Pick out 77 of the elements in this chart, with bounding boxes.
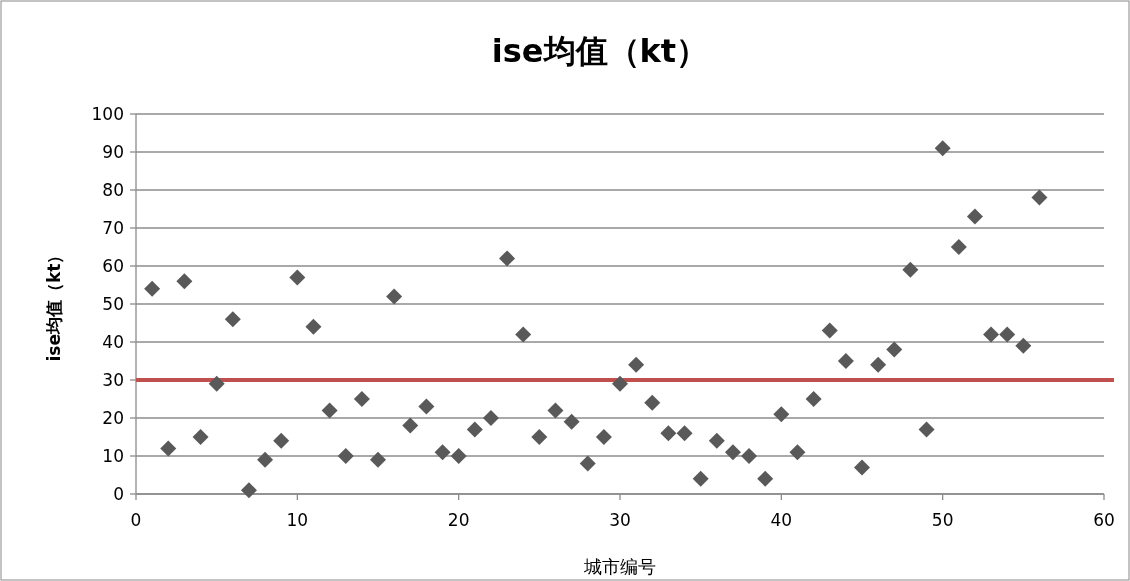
x-tick-label: 0 <box>130 510 142 530</box>
point <box>579 455 596 472</box>
point <box>531 429 548 445</box>
point <box>402 417 419 434</box>
point <box>966 208 983 225</box>
point <box>950 239 967 255</box>
point <box>450 448 467 464</box>
point <box>708 432 725 449</box>
point <box>563 413 580 430</box>
point <box>176 273 193 290</box>
point <box>773 406 790 423</box>
point <box>1015 337 1032 354</box>
point <box>854 459 870 476</box>
point <box>160 440 177 457</box>
y-tick-label: 20 <box>102 408 124 428</box>
point <box>692 470 709 487</box>
point <box>499 250 516 267</box>
x-tick-label: 20 <box>447 510 470 530</box>
y-tick-label: 30 <box>102 370 124 390</box>
point <box>789 444 806 461</box>
x-tick-label: 60 <box>1093 510 1115 530</box>
y-tick-label: 10 <box>102 446 124 466</box>
chart-title: ise均值（kt） <box>491 32 709 70</box>
x-tick-label: 30 <box>609 510 631 530</box>
point <box>837 353 854 369</box>
y-axis-title: ise均值（kt） <box>44 246 64 362</box>
point <box>515 326 532 343</box>
point <box>321 402 338 419</box>
point <box>741 448 758 464</box>
point <box>628 356 645 373</box>
point <box>934 140 951 157</box>
point <box>805 391 822 407</box>
point <box>660 425 677 442</box>
y-tick-label: 0 <box>113 484 124 504</box>
point <box>224 311 241 328</box>
point <box>999 326 1016 343</box>
y-tick-label: 90 <box>102 142 124 162</box>
point <box>612 375 628 392</box>
point <box>305 318 322 335</box>
point <box>289 269 306 286</box>
point <box>466 421 483 438</box>
point <box>192 429 209 445</box>
x-tick-label: 40 <box>770 510 793 530</box>
x-axis-title: 城市编号 <box>583 556 656 577</box>
point <box>144 280 161 297</box>
point <box>1031 189 1048 206</box>
point <box>902 261 919 278</box>
point <box>821 322 838 339</box>
point <box>676 425 693 442</box>
point <box>983 326 1000 343</box>
point <box>644 394 661 411</box>
point <box>370 451 386 468</box>
y-tick-label: 60 <box>102 256 124 276</box>
point <box>547 402 564 419</box>
point <box>418 398 435 415</box>
point <box>434 444 451 461</box>
point <box>482 410 499 426</box>
point <box>595 429 612 445</box>
point <box>870 356 887 373</box>
point <box>353 391 370 407</box>
y-tick-label: 70 <box>102 218 124 238</box>
point <box>337 448 354 464</box>
point <box>724 444 741 461</box>
point <box>208 375 225 392</box>
point <box>886 341 903 358</box>
x-tick-label: 50 <box>931 510 954 530</box>
point <box>757 470 774 487</box>
x-tick-label: 10 <box>286 510 309 530</box>
point <box>273 432 290 449</box>
point <box>386 288 403 305</box>
point <box>240 482 257 499</box>
y-tick-label: 80 <box>102 180 124 200</box>
y-tick-label: 50 <box>102 294 124 314</box>
point <box>918 421 935 438</box>
y-tick-label: 100 <box>91 104 124 124</box>
point <box>257 451 274 468</box>
y-tick-label: 40 <box>102 332 124 352</box>
